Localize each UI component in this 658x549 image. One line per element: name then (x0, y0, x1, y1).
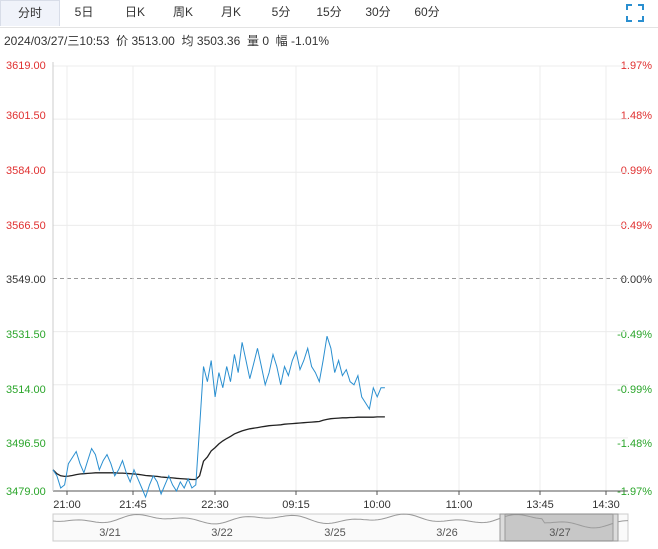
navigator-handle-left (499, 513, 506, 542)
tab-5min[interactable]: 5分 (271, 5, 291, 19)
pct-tick-label: 0.99% (620, 165, 652, 177)
y-tick-label-base: 3549.00 (6, 274, 46, 286)
fullscreen-icon[interactable] (626, 4, 644, 22)
pct-tick-label: -1.48% (617, 438, 652, 450)
navigator-date: 3/22 (211, 527, 233, 539)
pct-tick-label: 0.49% (620, 220, 652, 232)
change-value: -1.01% (291, 34, 330, 48)
x-tick-label: 11:00 (445, 499, 473, 511)
x-tick-label: 21:00 (53, 499, 81, 511)
volume-label: 量 (246, 34, 259, 48)
x-tick-label: 10:00 (363, 499, 391, 511)
pct-tick-label: 1.48% (620, 110, 652, 122)
avg-label: 均 (181, 34, 194, 48)
x-tick-label: 13:45 (526, 499, 554, 511)
y-tick-label: 3496.50 (6, 438, 46, 450)
y-tick-label: 3531.50 (6, 329, 46, 341)
tab-60min[interactable]: 60分 (414, 5, 440, 19)
pct-tick-label: -1.97% (617, 486, 652, 498)
navigator-date: 3/27 (549, 527, 571, 539)
average-price-line (52, 416, 385, 481)
navigator-selection (504, 513, 615, 542)
x-tick-label: 22:30 (201, 499, 229, 511)
price-label: 价 (116, 34, 129, 48)
avg-value: 3503.36 (196, 34, 241, 48)
tab-5day[interactable]: 5日 (74, 5, 94, 19)
navigator-date: 3/21 (99, 527, 121, 539)
y-tick-label: 3479.00 (6, 486, 46, 498)
y-tick-label: 3601.50 (6, 110, 46, 122)
tab-daily-k[interactable]: 日K (124, 5, 145, 19)
tab-30min[interactable]: 30分 (365, 5, 391, 19)
navigator-date: 3/26 (436, 527, 458, 539)
quote-datetime: 2024/03/27/三10:53 (4, 34, 110, 48)
change-label: 幅 (275, 34, 288, 48)
x-tick-label: 21:45 (119, 499, 147, 511)
quote-info-bar: 2024/03/27/三10:53 价 3513.00 均 3503.36 量 … (4, 32, 329, 49)
x-tick-label: 09:15 (282, 499, 310, 511)
pct-tick-label: 1.97% (620, 60, 652, 72)
tab-intraday[interactable]: 分时 (0, 0, 60, 26)
pct-tick-label: -0.99% (617, 384, 652, 396)
price-value: 3513.00 (131, 34, 175, 48)
navigator-date: 3/25 (324, 527, 346, 539)
volume-value: 0 (262, 34, 269, 48)
y-tick-label: 3514.00 (6, 384, 46, 396)
y-tick-label: 3584.00 (6, 165, 46, 177)
navigator-handle-right (612, 513, 619, 542)
period-tabs: 分时 5日 日K 周K 月K 5分 15分 30分 60分 (0, 0, 658, 28)
tab-15min[interactable]: 15分 (316, 5, 342, 19)
tab-weekly-k[interactable]: 周K (172, 5, 193, 19)
tab-monthly-k[interactable]: 月K (220, 5, 241, 19)
x-tick-label: 14:30 (592, 499, 620, 511)
pct-tick-label-base: 0.00% (620, 274, 652, 286)
y-tick-label: 3619.00 (6, 60, 46, 72)
price-line (52, 336, 385, 499)
y-tick-label: 3566.50 (6, 220, 46, 232)
